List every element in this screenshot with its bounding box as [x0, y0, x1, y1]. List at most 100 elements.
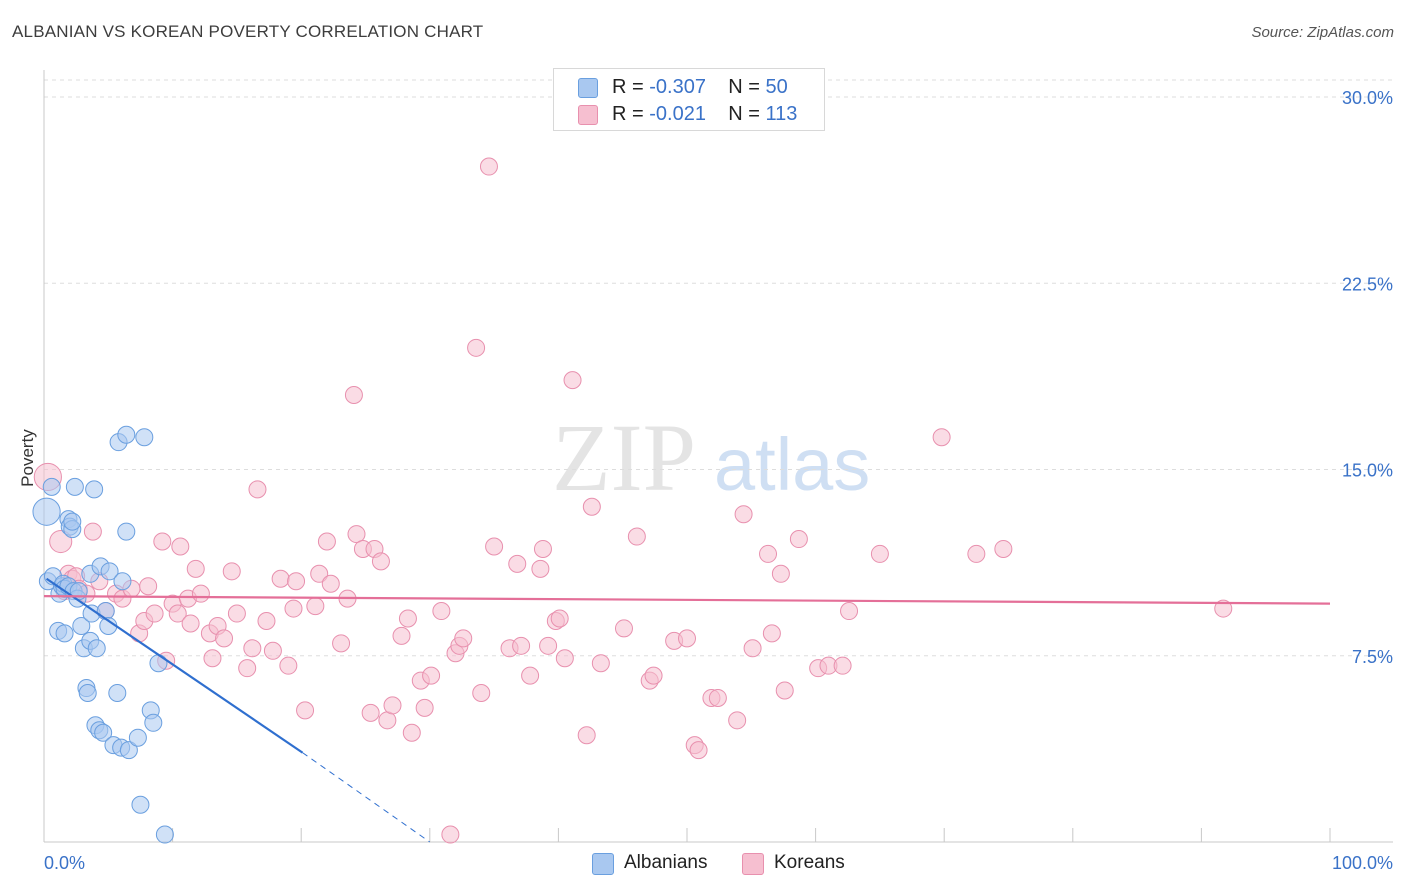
albanian-point [72, 616, 91, 635]
korean-point [539, 636, 558, 655]
korean-point [279, 656, 298, 675]
y-axis-label: Poverty [18, 429, 37, 487]
korean-point [870, 544, 889, 563]
stats-legend: R = -0.307 N = 50 R = -0.021 N = 113 [553, 68, 825, 131]
albanian-point [108, 684, 127, 702]
korean-point [555, 649, 574, 668]
albanian-point [55, 624, 74, 643]
albanian-point [94, 723, 113, 742]
korean-point [168, 604, 187, 623]
korean-point [743, 639, 762, 658]
korean-point [759, 544, 778, 563]
legend-r-label: R = [612, 76, 644, 98]
korean-point [248, 480, 267, 499]
albanian-trend-line [45, 577, 304, 754]
korean-point [402, 723, 421, 742]
legend-n-value-albanians: 50 [765, 76, 788, 98]
korean-point [203, 649, 222, 668]
korean-point [627, 527, 646, 546]
korean-point [306, 597, 325, 616]
watermark-zip: ZIP [552, 404, 696, 511]
albanian-point [149, 654, 168, 673]
legend-swatch-koreans [742, 853, 764, 875]
legend-r-label: R = [612, 103, 644, 125]
legend-r-value-albanians: -0.307 [649, 76, 706, 98]
albanian-point [128, 728, 147, 747]
korean-point [321, 574, 340, 593]
x-tick-label: 0.0% [44, 853, 85, 873]
korean-point [257, 611, 276, 630]
points [32, 157, 1233, 844]
y-tick-label: 30.0% [1342, 88, 1393, 108]
korean-point [689, 741, 708, 760]
korean-point [678, 629, 696, 648]
korean-point [840, 602, 859, 621]
korean-point [422, 666, 441, 685]
albanian-point [42, 477, 61, 496]
korean-point [238, 659, 257, 678]
y-tick-label: 15.0% [1342, 461, 1393, 481]
korean-point [191, 584, 210, 603]
albanian-point [117, 425, 136, 444]
albanian-point [100, 562, 119, 581]
legend-label-albanians: Albanians [624, 852, 708, 873]
legend-r-value-koreans: -0.021 [649, 103, 706, 125]
korean-point [775, 681, 794, 700]
korean-point [139, 577, 158, 596]
korean-point [644, 666, 663, 685]
korean-point [361, 703, 380, 722]
korean-point [271, 569, 290, 588]
korean-point [454, 629, 473, 648]
korean-point [227, 604, 246, 623]
korean-point [332, 634, 351, 653]
legend-swatch-albanians [578, 78, 598, 98]
korean-point [994, 539, 1013, 558]
korean-point [533, 539, 552, 558]
korean-point [344, 386, 363, 404]
korean-point [284, 599, 303, 618]
korean-point [222, 562, 241, 581]
korean-point [734, 505, 753, 524]
albanian-point [96, 602, 115, 621]
grid [44, 79, 1393, 657]
watermark-atlas: atlas [714, 423, 870, 506]
korean-trend-line [43, 595, 1331, 605]
korean-point [479, 157, 498, 176]
korean-point [171, 537, 190, 556]
albanian-point [144, 713, 163, 732]
korean-point [550, 609, 569, 628]
albanian-point [65, 477, 84, 496]
korean-point [153, 532, 172, 551]
albanian-point [63, 512, 82, 531]
albanian-point [117, 522, 136, 541]
legend-n-value-koreans: 113 [765, 103, 798, 125]
watermark: ZIP atlas [552, 404, 870, 511]
korean-point [591, 654, 610, 673]
legend-label-koreans: Koreans [774, 852, 845, 873]
korean-point [762, 624, 781, 643]
korean-point [472, 684, 491, 702]
korean-point [577, 726, 596, 745]
korean-point [415, 698, 434, 717]
korean-point [531, 559, 550, 578]
korean-point [181, 614, 200, 633]
korean-point [771, 564, 790, 583]
korean-point [728, 711, 747, 730]
korean-point [371, 552, 390, 571]
albanian-point [85, 480, 104, 499]
korean-point [243, 639, 262, 658]
korean-point [186, 559, 205, 578]
korean-point [708, 688, 727, 707]
albanian-point [78, 684, 97, 702]
korean-point [83, 522, 102, 541]
albanian-point [113, 572, 132, 591]
albanian-point [135, 428, 154, 447]
korean-point [263, 641, 282, 660]
source-label: Source: ZipAtlas.com [1251, 24, 1394, 41]
korean-point [512, 636, 531, 655]
albanian-point [32, 497, 61, 526]
korean-point [310, 564, 329, 583]
korean-point [467, 338, 486, 357]
korean-point [215, 629, 234, 648]
